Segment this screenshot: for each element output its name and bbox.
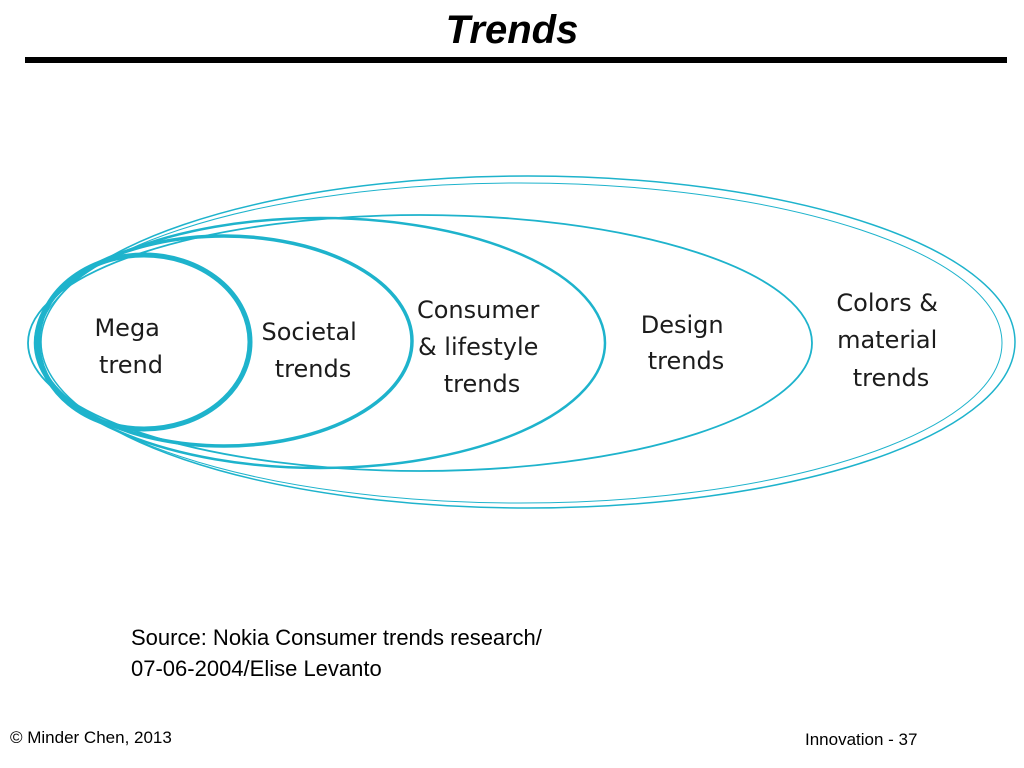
label-colors-line2: material (837, 326, 937, 354)
slide-title: Trends (445, 8, 579, 52)
footer-page-number: Innovation - 37 (805, 730, 918, 749)
footer-copyright: © Minder Chen, 2013 (10, 728, 172, 747)
title-divider (25, 57, 1007, 63)
label-mega-line2: trend (99, 351, 163, 379)
label-consumer: Consumer & lifestyle trends (417, 296, 547, 398)
label-mega: Mega trend (94, 314, 167, 379)
label-societal-line1: Societal (262, 318, 357, 346)
label-colors: Colors & material trends (836, 289, 945, 392)
label-consumer-line2: & lifestyle (418, 333, 538, 361)
label-colors-line1: Colors & (836, 289, 938, 317)
ring-mega (35, 252, 253, 432)
source-line-1: Source: Nokia Consumer trends research/ (131, 625, 542, 650)
label-societal: Societal trends (262, 318, 365, 383)
label-design-line1: Design (641, 311, 724, 339)
label-design-line2: trends (648, 347, 724, 375)
label-colors-line3: trends (853, 364, 929, 392)
ring-design (27, 214, 813, 472)
source-citation: Source: Nokia Consumer trends research/ … (131, 622, 542, 684)
label-design: Design trends (641, 311, 732, 375)
label-mega-line1: Mega (94, 314, 159, 342)
ring-colors-material (40, 175, 1016, 509)
label-consumer-line1: Consumer (417, 296, 540, 324)
label-societal-line2: trends (275, 355, 351, 383)
source-line-2: 07-06-2004/Elise Levanto (131, 656, 382, 681)
label-consumer-line3: trends (444, 370, 520, 398)
